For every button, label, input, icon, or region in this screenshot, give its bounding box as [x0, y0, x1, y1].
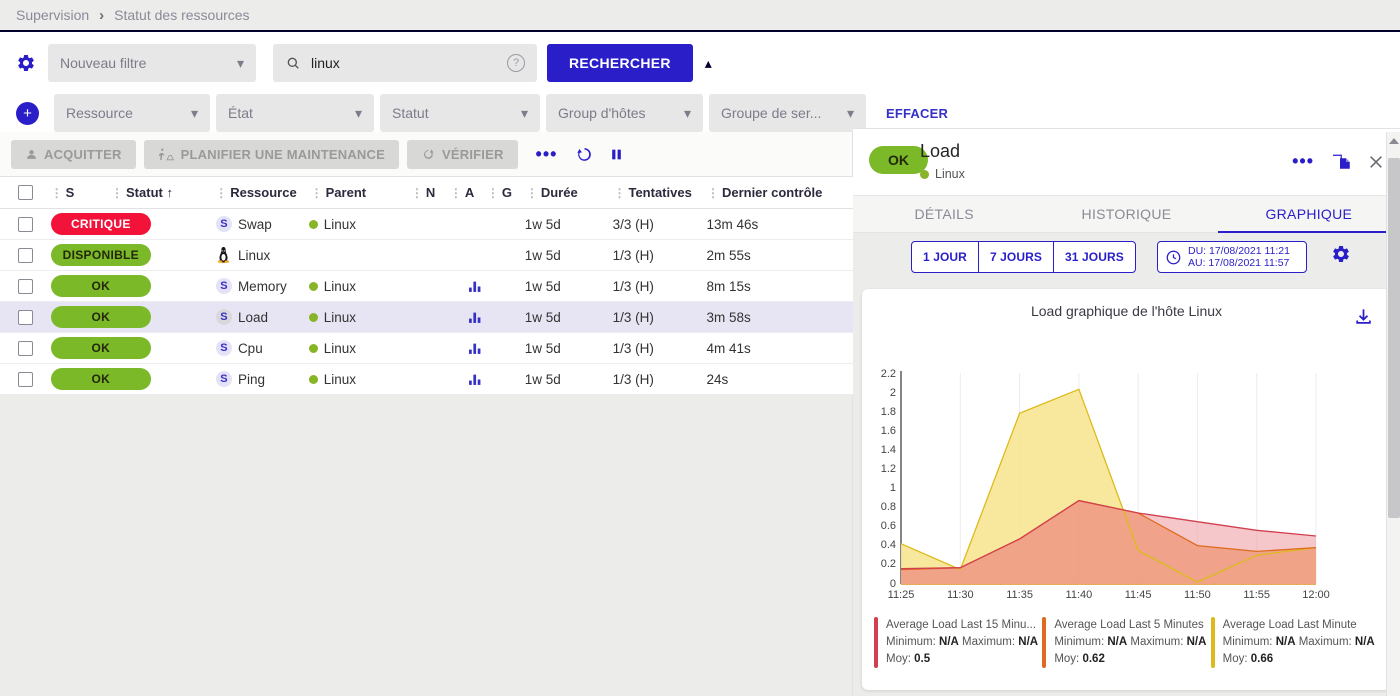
svg-text:0.4: 0.4 — [881, 539, 896, 551]
svg-text:12:00: 12:00 — [1302, 589, 1330, 601]
svg-text:2: 2 — [890, 387, 896, 399]
svg-text:1.8: 1.8 — [881, 406, 896, 418]
svg-text:1.2: 1.2 — [881, 463, 896, 475]
svg-text:11:30: 11:30 — [947, 589, 974, 601]
svg-text:2.2: 2.2 — [881, 368, 896, 380]
svg-text:11:40: 11:40 — [1066, 589, 1093, 601]
svg-text:1.4: 1.4 — [881, 444, 896, 456]
svg-text:11:55: 11:55 — [1243, 589, 1270, 601]
svg-text:11:35: 11:35 — [1006, 589, 1033, 601]
svg-text:11:50: 11:50 — [1184, 589, 1211, 601]
svg-text:0.8: 0.8 — [881, 501, 896, 513]
svg-text:11:25: 11:25 — [888, 589, 915, 601]
svg-text:11:45: 11:45 — [1125, 589, 1152, 601]
svg-text:0.6: 0.6 — [881, 520, 896, 532]
svg-text:1.6: 1.6 — [881, 425, 896, 437]
svg-text:1: 1 — [890, 482, 896, 494]
svg-text:0.2: 0.2 — [881, 558, 896, 570]
